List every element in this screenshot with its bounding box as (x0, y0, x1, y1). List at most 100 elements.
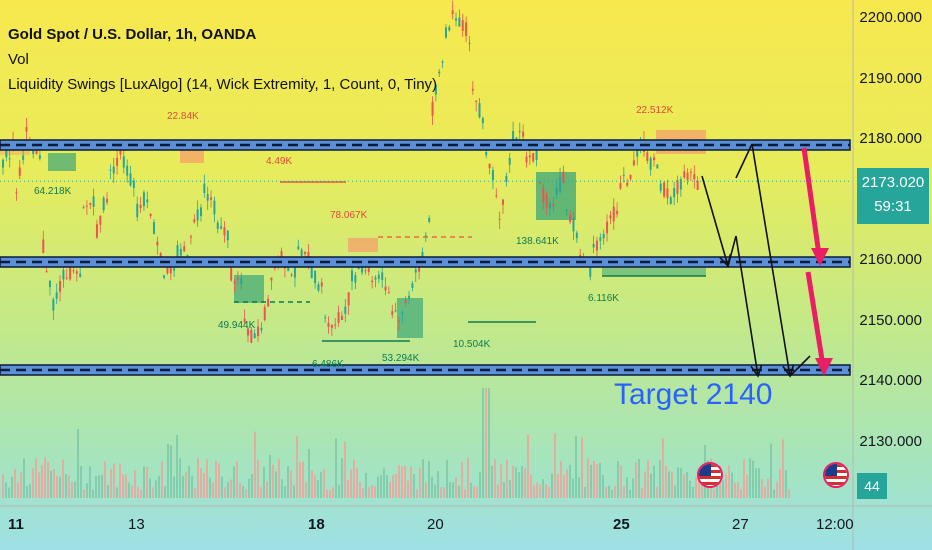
candle-body (367, 266, 370, 273)
volume-bar (563, 474, 565, 498)
volume-bar (629, 489, 631, 498)
volume-bar (527, 434, 529, 498)
price-tick-label: 2130.000 (859, 432, 922, 450)
volume-bar (623, 486, 625, 498)
liquidity-zone-box (234, 275, 264, 303)
candle-body (491, 170, 494, 181)
candle-body (595, 240, 598, 251)
annotation-22-512k: 22.512K (636, 105, 674, 116)
volume-bar (464, 489, 466, 498)
candle-body (82, 207, 85, 209)
volume-bar (260, 487, 262, 498)
candle-body (548, 203, 551, 209)
volume-bar (104, 461, 106, 498)
candle-body (243, 318, 246, 323)
candle-body (518, 131, 521, 133)
volume-bar (74, 481, 76, 498)
volume-bar (533, 485, 535, 498)
candle-body (502, 199, 505, 205)
candle-body (79, 273, 82, 277)
volume-bar (263, 466, 265, 498)
volume-bar (428, 461, 430, 498)
volume-bar (146, 467, 148, 498)
volume-bar (194, 488, 196, 498)
projection-arrow (701, 175, 729, 267)
candle-body (481, 118, 484, 124)
volume-bar (44, 457, 46, 498)
volume-bar (647, 460, 649, 498)
volume-bar (32, 468, 34, 498)
candle-body (391, 311, 394, 315)
volume-bar (761, 478, 763, 498)
volume-bar (671, 471, 673, 498)
volume-bar (614, 486, 616, 498)
candle-body (52, 299, 55, 311)
candle-body (471, 88, 474, 91)
candle-body (253, 333, 256, 339)
candle-body (324, 317, 327, 319)
bearish-arrow (805, 271, 827, 373)
time-tick-label: 13 (128, 516, 145, 533)
volume-bar (392, 475, 394, 498)
volume-bar (443, 487, 445, 498)
volume-bar (746, 474, 748, 498)
chart-legend: Gold Spot / U.S. Dollar, 1h, OANDA Vol L… (8, 22, 437, 97)
annotation-138-641k: 138.641K (516, 236, 559, 247)
candle-body (300, 249, 303, 256)
volume-bar (758, 468, 760, 498)
candle-body (146, 199, 149, 203)
volume-bar (302, 461, 304, 498)
candle-body (589, 262, 592, 277)
candle-body (636, 149, 639, 157)
volume-bar (395, 474, 397, 498)
liquidity-zone-box (397, 298, 423, 338)
volume-bar (416, 489, 418, 498)
volume-bar (479, 471, 481, 498)
volume-bar (767, 478, 769, 498)
indicator-legend[interactable]: Liquidity Swings [LuxAlgo] (14, Wick Ext… (8, 76, 438, 93)
volume-bar (530, 474, 532, 498)
bar-countdown: 59:31 (874, 198, 912, 215)
candle-body (575, 232, 578, 239)
candle-body (216, 222, 219, 229)
us-flag-event-icon[interactable] (823, 462, 849, 488)
volume-bar (305, 482, 307, 498)
volume-bar (743, 459, 745, 498)
volume-bar (5, 482, 7, 498)
volume-bar (92, 489, 94, 498)
volume-bar (203, 473, 205, 498)
candle-body (559, 176, 562, 192)
volume-bar (215, 460, 217, 498)
volume-bar (440, 487, 442, 498)
candle-body (334, 324, 337, 326)
volume-bar (329, 489, 331, 498)
us-flag-event-icon[interactable] (697, 462, 723, 488)
volume-bar (377, 476, 379, 498)
candle-body (176, 245, 179, 259)
bearish-arrow (801, 147, 823, 263)
volume-bar (65, 474, 67, 498)
candle-body (629, 174, 632, 179)
candle-body (475, 100, 478, 102)
candle-body (485, 152, 488, 156)
volume-bar (380, 475, 382, 498)
symbol-title[interactable]: Gold Spot / U.S. Dollar, 1h, OANDA (8, 26, 257, 43)
volume-bar (191, 475, 193, 498)
candle-body (438, 71, 441, 74)
candle-body (280, 251, 283, 261)
volume-bar (164, 486, 166, 498)
volume-legend[interactable]: Vol (8, 51, 29, 68)
volume-bar (341, 458, 343, 498)
volume-bar (50, 470, 52, 498)
candle-body (387, 292, 390, 294)
volume-bar (347, 480, 349, 498)
volume-bar (62, 459, 64, 498)
volume-bar (20, 472, 22, 498)
candle-body (132, 180, 135, 189)
candle-body (351, 270, 353, 282)
candle-body (344, 306, 347, 314)
volume-bar (311, 470, 313, 498)
candle-body (85, 205, 88, 207)
candle-body (263, 306, 266, 321)
